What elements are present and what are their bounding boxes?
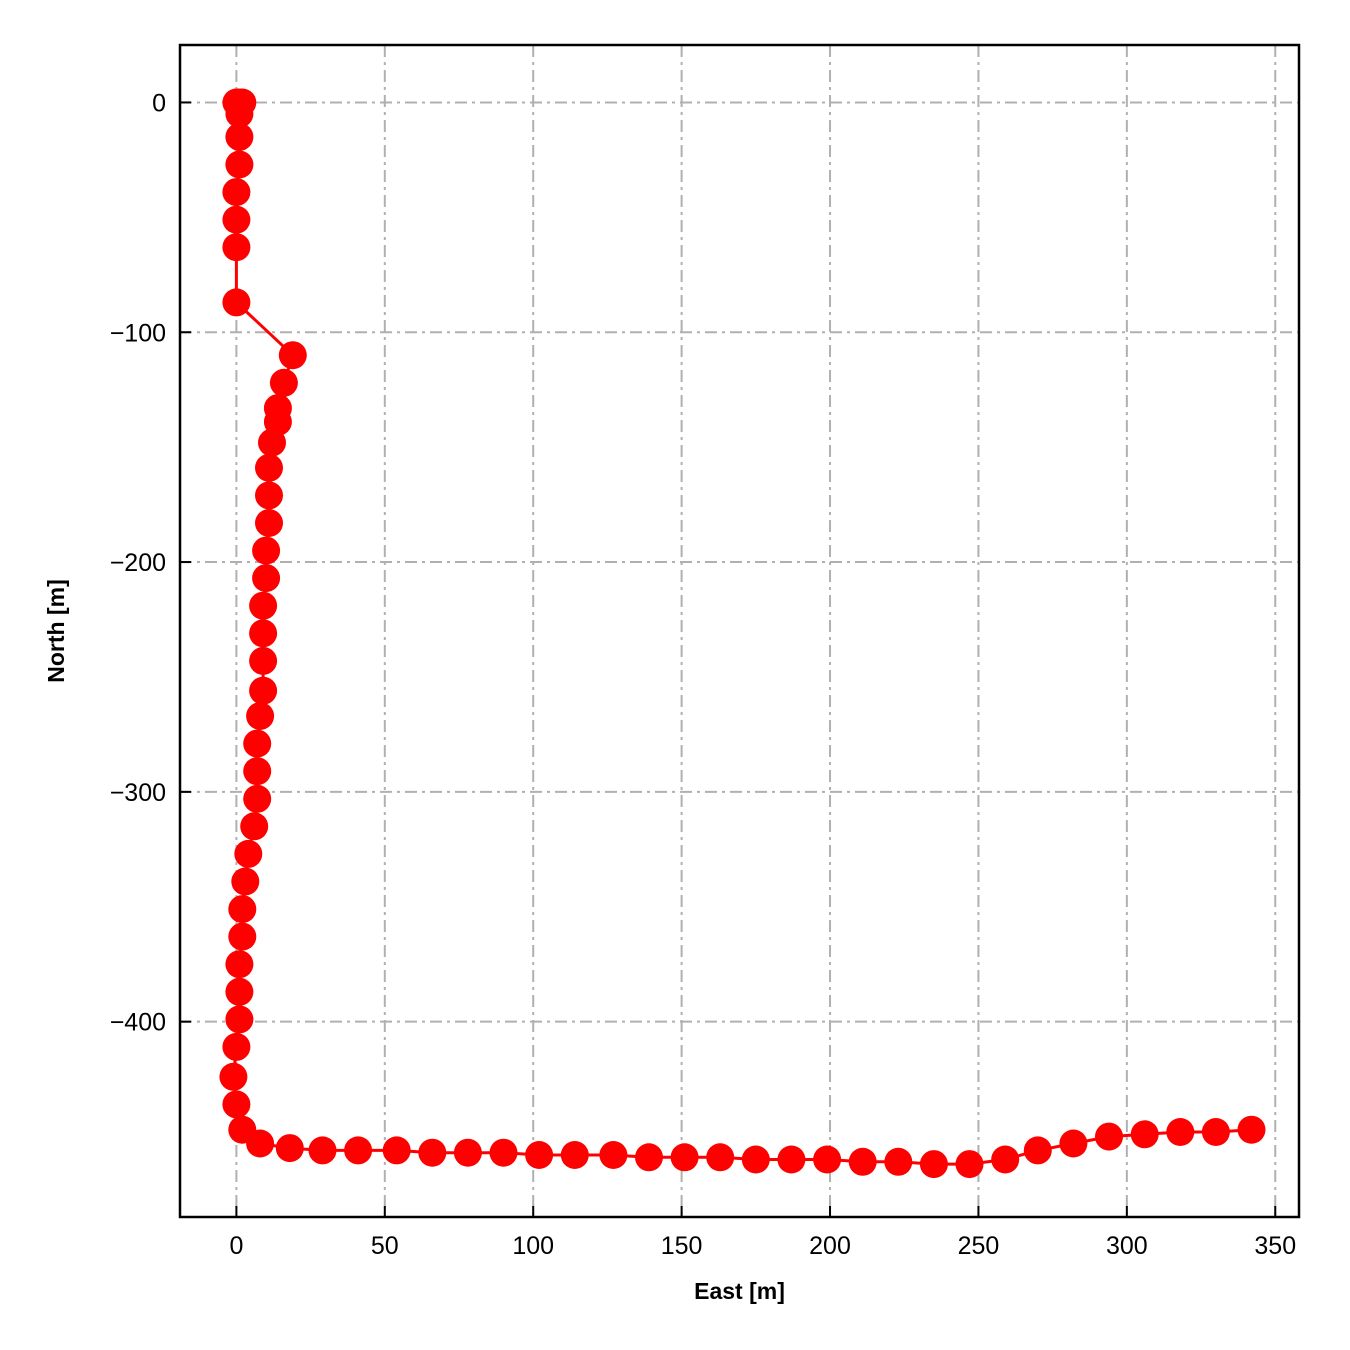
data-point-15 [255,453,283,482]
data-point-68 [1237,1115,1266,1144]
data-point-26 [243,757,272,786]
ticks: 0 50 100 150 200 250 300 350 0 −100 −200 −300 −400 [110,89,1296,1260]
data-point-5 [225,150,254,179]
data-point-8 [222,233,251,262]
data-point-47 [489,1138,518,1167]
data-point-16 [255,481,283,510]
data-point-65 [1130,1120,1159,1149]
data-point-24 [246,702,275,730]
data-point-60 [955,1150,984,1179]
data-point-20 [249,591,278,620]
data-point-46 [453,1138,482,1167]
x-tick-label-4: 200 [809,1232,851,1260]
data-point-17 [255,509,283,537]
data-point-27 [243,784,272,813]
data-point-9 [222,288,251,317]
data-point-54 [741,1145,770,1174]
grid [180,45,1299,1217]
plot-frame [178,43,1301,1219]
data-point-28 [240,812,269,841]
x-tick-label-7: 350 [1254,1232,1296,1260]
x-tick-label-1: 50 [371,1232,399,1260]
data-point-40 [246,1129,275,1158]
y-tick-label-4: −400 [110,1009,166,1037]
data-point-22 [249,646,278,675]
data-point-21 [249,619,278,648]
data-point-19 [252,564,281,593]
data-point-23 [249,676,278,705]
data-point-34 [225,977,254,1006]
data-point-4 [225,122,254,151]
data-point-51 [635,1143,663,1172]
data-point-32 [228,922,257,951]
data-point-62 [1023,1136,1052,1165]
data-point-30 [231,867,260,896]
data-point-36 [222,1032,251,1061]
data-point-37 [219,1062,248,1091]
series-layer [219,88,1266,1179]
data-point-57 [848,1147,877,1176]
data-point-42 [308,1136,337,1165]
x-axis-label: East [m] [694,1278,785,1304]
data-point-61 [991,1145,1020,1174]
data-point-48 [525,1141,554,1169]
x-tick-label-2: 100 [512,1232,554,1260]
x-tick-label-3: 150 [661,1232,703,1260]
y-tick-label-2: −200 [110,549,166,577]
data-point-53 [706,1143,735,1172]
data-point-50 [599,1141,628,1169]
data-point-18 [252,536,281,565]
data-point-59 [919,1150,948,1179]
data-point-45 [418,1138,447,1167]
data-point-6 [222,178,251,207]
x-tick-label-5: 250 [958,1232,1000,1260]
data-point-43 [344,1136,373,1165]
data-point-63 [1059,1129,1088,1158]
y-tick-label-0: 0 [152,89,166,117]
data-point-52 [670,1143,699,1172]
data-point-38 [222,1090,251,1119]
y-tick-label-1: −100 [110,319,166,347]
y-tick-label-3: −300 [110,779,166,807]
data-point-55 [777,1145,806,1174]
data-point-67 [1201,1118,1230,1146]
data-point-35 [225,1005,254,1034]
data-point-7 [222,205,251,234]
data-point-49 [560,1141,589,1169]
data-point-33 [225,950,254,979]
data-point-11 [269,368,298,397]
x-tick-label-6: 300 [1106,1232,1148,1260]
data-point-25 [243,729,272,758]
data-point-10 [278,341,307,370]
data-point-14 [258,428,286,457]
data-point-31 [228,895,257,924]
data-point-64 [1095,1122,1123,1151]
y-axis-label: North [m] [43,579,69,682]
data-point-58 [884,1147,913,1176]
data-point-41 [275,1134,304,1163]
x-tick-label-0: 0 [229,1232,243,1260]
data-point-66 [1166,1118,1195,1146]
data-point-3 [225,99,254,128]
data-point-56 [813,1145,842,1174]
data-point-44 [382,1136,411,1165]
data-point-29 [234,839,263,868]
